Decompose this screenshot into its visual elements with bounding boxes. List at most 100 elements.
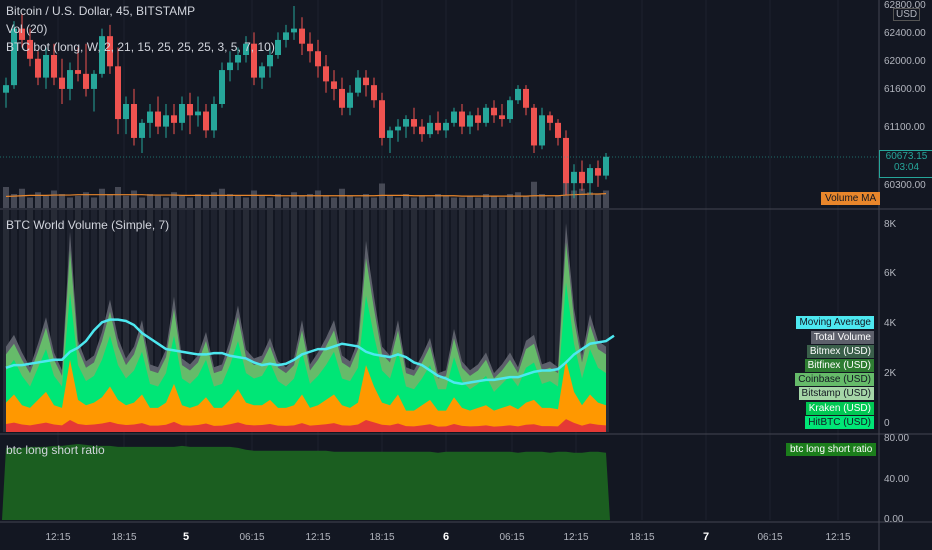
price-volume-bar (259, 195, 265, 208)
world-volume-bar (387, 210, 393, 432)
price-volume-bar (35, 192, 41, 208)
candle-body (507, 100, 513, 120)
legend-item: Bitstamp (USD) (798, 387, 874, 400)
candle-body (67, 70, 73, 89)
candle-body (11, 28, 17, 86)
candle-body (91, 73, 97, 89)
current-price: 60673.15 (885, 151, 928, 162)
time-tick: 12:15 (563, 532, 588, 543)
world-volume-bar (467, 210, 473, 432)
world-volume-bar (115, 210, 121, 432)
price-volume-bar (579, 188, 585, 208)
candle-body (371, 85, 377, 101)
price-volume-bar (539, 194, 545, 208)
candle-body (139, 122, 145, 138)
price-volume-bar (51, 190, 57, 208)
price-volume-bar (179, 195, 185, 208)
price-volume-bar (555, 195, 561, 208)
price-volume-bar (3, 187, 9, 208)
world-volume-bar (131, 210, 137, 432)
candle-body (563, 137, 569, 184)
world-volume-bar (11, 210, 17, 432)
symbol-title: Bitcoin / U.S. Dollar, 45, BITSTAMP (6, 4, 196, 18)
candle-body (579, 171, 585, 184)
price-volume-bar (355, 197, 361, 208)
price-volume-bar (19, 188, 25, 208)
price-volume-bar (547, 197, 553, 208)
world-volume-bar (403, 210, 409, 432)
world-volume-bar (475, 210, 481, 432)
price-volume-bar (187, 197, 193, 208)
candles (0, 6, 878, 199)
world-volume-bar (507, 210, 513, 432)
world-volume-bar (243, 210, 249, 432)
candle-body (123, 104, 129, 120)
candle-body (27, 39, 33, 59)
candle-body (267, 55, 273, 67)
candle-body (451, 111, 457, 123)
world-volume-areas (5, 223, 615, 432)
candle-body (107, 36, 113, 67)
price-volume-bar (91, 197, 97, 208)
candle-body (363, 77, 369, 86)
price-volume-bar (291, 192, 297, 208)
price-volume-bar (411, 197, 417, 208)
world-volume-bar (443, 210, 449, 432)
candle-body (435, 122, 441, 131)
price-volume-bar (147, 194, 153, 208)
price-volume-bar (203, 195, 209, 208)
price-volume-bar (211, 192, 217, 208)
price-volume-bar (467, 195, 473, 208)
price-volume-bar (331, 197, 337, 208)
candle-body (179, 104, 185, 123)
candle-body (475, 115, 481, 123)
candle-body (531, 107, 537, 146)
price-volume-bar (155, 195, 161, 208)
candle-body (411, 119, 417, 127)
price-volume-bar (307, 194, 313, 208)
world-volume-bar (91, 210, 97, 432)
price-volume-bar (283, 197, 289, 208)
world-volume-bar (27, 210, 33, 432)
world-volume-bar (211, 210, 217, 432)
price-volume-bar (75, 195, 81, 208)
countdown: 03:04 (893, 162, 920, 173)
candle-body (59, 77, 65, 89)
price-volume-bar (115, 187, 121, 208)
price-volume-bar (171, 192, 177, 208)
current-price-tag: 60673.15 03:04 (879, 150, 932, 178)
world-volume-bar (275, 210, 281, 432)
vol-indicator-title: Vol (20) (6, 22, 48, 36)
world-volume-bar (451, 210, 457, 432)
price-volume-bar (347, 195, 353, 208)
candle-body (51, 55, 57, 78)
price-volume-bar (163, 197, 169, 208)
world-volume-bar (259, 210, 265, 432)
world-volume-bar (83, 210, 89, 432)
world-volume-bar (499, 210, 505, 432)
price-volume-bar (595, 194, 601, 208)
candle-body (75, 70, 81, 74)
legend-item: Bitfinex (USD) (804, 359, 874, 372)
world-volume-bar (219, 210, 225, 432)
world-volume-bar (491, 210, 497, 432)
candle-body (595, 168, 601, 176)
price-volume-bar (499, 197, 505, 208)
candle-body (491, 107, 497, 116)
candle-body (147, 111, 153, 123)
price-tick: 60300.00 (884, 180, 926, 191)
candle-body (515, 88, 521, 101)
candle-body (483, 107, 489, 123)
time-tick: 06:15 (757, 532, 782, 543)
world-volume-bar (307, 210, 313, 432)
candle-body (315, 51, 321, 67)
price-tick: 61100.00 (884, 122, 925, 133)
price-tick: 62800.00 (884, 0, 926, 11)
candle-body (603, 156, 609, 176)
candle-body (467, 115, 473, 127)
world-volume-title: BTC World Volume (Simple, 7) (6, 218, 170, 232)
price-volume-bar (443, 195, 449, 208)
price-volume-bar (323, 195, 329, 208)
price-volume-bar (195, 194, 201, 208)
